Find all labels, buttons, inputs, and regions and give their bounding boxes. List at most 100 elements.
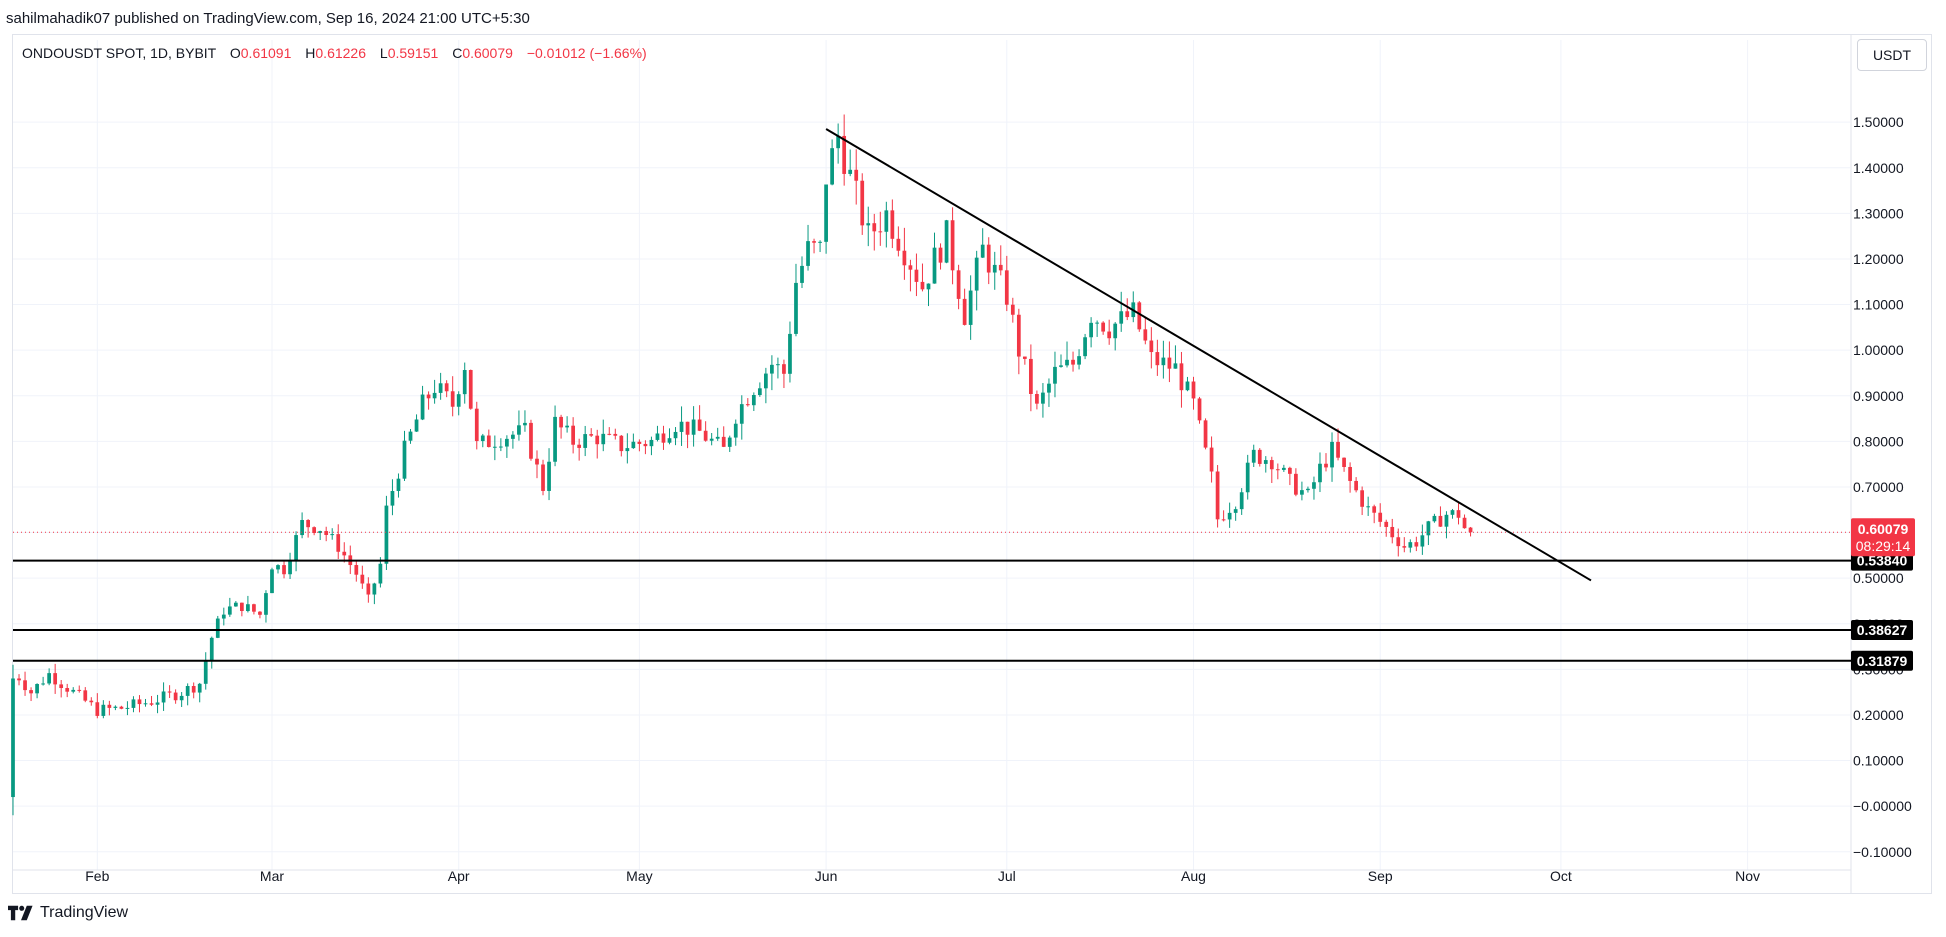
candle-body xyxy=(306,520,310,528)
x-tick-label: Mar xyxy=(260,868,284,884)
candle-body xyxy=(1047,383,1051,393)
candle-body xyxy=(1071,359,1075,365)
close-label: C xyxy=(452,45,463,61)
candle-body xyxy=(655,433,660,440)
candle-body xyxy=(1143,329,1148,341)
candle-body xyxy=(294,535,298,561)
candle-body xyxy=(342,551,347,556)
x-tick-label: Aug xyxy=(1181,868,1206,884)
candle-body xyxy=(631,441,636,449)
candle-body xyxy=(1179,363,1184,391)
x-tick-label: Feb xyxy=(85,868,109,884)
candle-body xyxy=(1456,510,1461,518)
candle-body xyxy=(902,250,907,266)
y-tick-label: 0.80000 xyxy=(1853,433,1904,449)
x-tick-label: Sep xyxy=(1368,868,1393,884)
candle-body xyxy=(1468,527,1473,533)
y-tick-label: 1.40000 xyxy=(1853,160,1904,176)
candle-body xyxy=(1191,381,1196,399)
last-price-label: 0.60079 xyxy=(1858,521,1909,537)
candle-body xyxy=(992,264,997,273)
change-value: −0.01012 (−1.66%) xyxy=(526,45,647,61)
candle-body xyxy=(1173,363,1178,369)
candle-body xyxy=(1257,449,1262,464)
candle-body xyxy=(1263,460,1268,464)
ohlc-legend: ONDOUSDT SPOT, 1D, BYBIT O0.61091 H0.612… xyxy=(22,45,647,61)
candle-body xyxy=(1384,521,1389,527)
candle-body xyxy=(354,565,359,575)
candle-body xyxy=(553,416,557,462)
x-tick-label: Jul xyxy=(998,868,1016,884)
candles xyxy=(11,114,1473,816)
candle-body xyxy=(209,637,214,661)
candle-body xyxy=(1101,322,1106,332)
candle-body xyxy=(1432,515,1437,522)
candle-body xyxy=(113,706,118,708)
y-tick-label: 0.10000 xyxy=(1853,753,1904,769)
candle-body xyxy=(914,269,919,282)
candle-body xyxy=(866,223,871,226)
descending-trendline xyxy=(825,128,1592,582)
candle-body xyxy=(59,684,64,689)
candle-body xyxy=(667,438,672,443)
candle-body xyxy=(944,220,949,263)
candle-body xyxy=(101,704,106,716)
candle-body xyxy=(559,416,563,428)
candle-body xyxy=(824,184,828,242)
candle-body xyxy=(860,180,865,226)
candle-body xyxy=(776,364,780,366)
candle-body xyxy=(246,604,250,612)
candle-body xyxy=(456,394,461,407)
publisher-header: sahilmahadik07 published on TradingView.… xyxy=(6,10,530,27)
candle-body xyxy=(1065,359,1069,366)
candle-body xyxy=(601,433,606,445)
candle-body xyxy=(89,700,94,703)
candle-body xyxy=(444,383,449,392)
candle-body xyxy=(1233,509,1238,513)
candle-body xyxy=(517,425,521,435)
candle-body xyxy=(1330,441,1334,468)
candle-body xyxy=(240,602,244,612)
candle-body xyxy=(547,461,551,491)
y-tick-label: 1.10000 xyxy=(1853,297,1904,313)
support-level-label: 0.38627 xyxy=(1857,622,1908,638)
candle-body xyxy=(1010,304,1015,315)
candle-body xyxy=(252,604,256,612)
candle-body xyxy=(426,394,431,399)
candle-body xyxy=(125,707,130,709)
candle-body xyxy=(1450,510,1455,515)
candle-body xyxy=(709,438,714,441)
candle-body xyxy=(432,392,437,399)
candle-body xyxy=(1306,488,1310,491)
candle-body xyxy=(131,699,136,708)
candle-body xyxy=(673,431,678,439)
low-value: 0.59151 xyxy=(387,45,439,61)
candle-body xyxy=(1227,512,1232,520)
candle-body xyxy=(330,534,335,536)
candle-body xyxy=(498,446,503,448)
candle-body xyxy=(264,593,268,615)
candle-body xyxy=(215,618,220,638)
candle-body xyxy=(1396,537,1401,547)
symbol-info[interactable]: ONDOUSDT SPOT, 1D, BYBIT xyxy=(22,45,216,61)
candle-body xyxy=(661,433,666,443)
overlays xyxy=(13,128,1851,662)
candle-body xyxy=(1342,457,1346,467)
candle-body xyxy=(733,423,738,438)
x-tick-label: Apr xyxy=(448,868,470,884)
footer[interactable]: TradingView xyxy=(8,904,128,922)
candle-body xyxy=(462,370,467,395)
y-tick-label: 1.20000 xyxy=(1853,251,1904,267)
candle-body xyxy=(1378,512,1383,522)
candle-body xyxy=(107,704,112,708)
currency-button[interactable]: USDT xyxy=(1857,39,1927,71)
candle-body xyxy=(595,435,600,445)
candle-body xyxy=(920,281,925,290)
candle-body xyxy=(541,464,545,491)
candle-body xyxy=(1035,394,1039,404)
candle-body xyxy=(848,169,853,174)
y-tick-label: 0.90000 xyxy=(1853,388,1904,404)
candle-body xyxy=(83,690,88,701)
candle-body xyxy=(974,257,979,291)
